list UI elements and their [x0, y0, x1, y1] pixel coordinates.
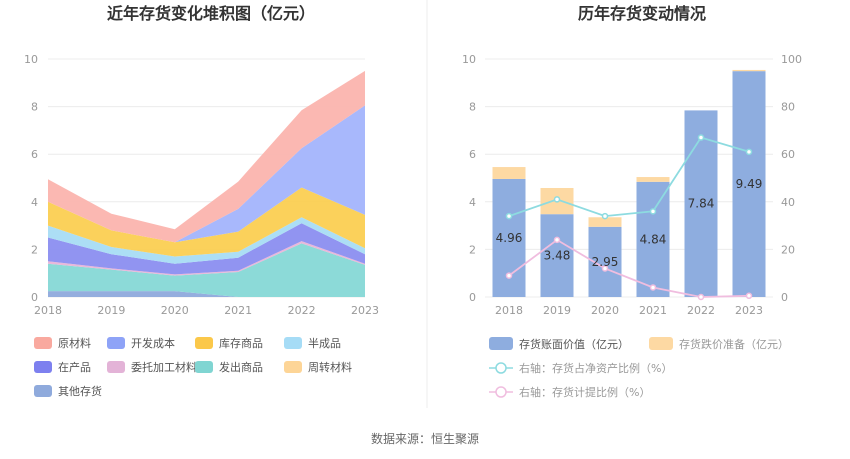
- right-y2-tick-label: 40: [781, 196, 795, 209]
- right-y-tick-label: 6: [469, 148, 476, 161]
- bar-impairment: [588, 217, 622, 227]
- legend-swatch: [649, 337, 673, 350]
- legend-swatch: [107, 361, 125, 373]
- line-point: [505, 212, 513, 220]
- right-y2-tick-label: 20: [781, 243, 795, 256]
- left-y-tick-label: 0: [31, 291, 38, 304]
- left-y-tick-label: 10: [24, 53, 38, 66]
- area-series-1: [48, 243, 365, 297]
- bar-value-label: 4.84: [640, 232, 667, 246]
- right-x-tick-label: 2019: [543, 304, 571, 317]
- legend-swatch: [34, 385, 52, 397]
- left-y-tick-label: 6: [31, 148, 38, 161]
- line-point: [505, 272, 513, 279]
- bar-value-label: 7.84: [688, 197, 715, 211]
- area-series-0: [48, 291, 365, 297]
- legend-marker: [495, 386, 507, 398]
- bar-value-label: 9.49: [736, 177, 763, 191]
- line-series-0: [508, 136, 750, 218]
- legend-label: 其他存货: [58, 384, 102, 398]
- right-y2-tick-label: 80: [781, 101, 795, 114]
- data-source: 数据来源：恒生聚源: [371, 431, 479, 446]
- right-x-tick-label: 2020: [591, 304, 619, 317]
- left-x-tick-label: 2023: [351, 304, 379, 317]
- legend-label: 库存商品: [219, 336, 263, 350]
- right-chart-title: 历年存货变动情况: [578, 4, 706, 23]
- right-y-tick-label: 8: [469, 101, 476, 114]
- line-point: [649, 208, 657, 215]
- line-point: [697, 293, 705, 301]
- line-point: [649, 284, 657, 291]
- left-x-tick-label: 2018: [34, 304, 62, 317]
- legend-swatch: [489, 337, 513, 350]
- legend-label: 开发成本: [131, 336, 175, 350]
- legend-swatch: [284, 337, 302, 349]
- bar-book-value: [636, 181, 670, 297]
- legend-label: 在产品: [58, 360, 91, 374]
- legend-swatch: [34, 361, 52, 373]
- right-y2-tick-label: 60: [781, 148, 795, 161]
- legend-label: 存货跌价准备（亿元）: [679, 337, 789, 351]
- area-series-8: [48, 70, 365, 243]
- right-y-tick-label: 10: [462, 53, 476, 66]
- line-point: [745, 292, 753, 300]
- area-series-3: [48, 223, 365, 275]
- line-point: [745, 148, 753, 156]
- legend-label: 半成品: [308, 336, 341, 350]
- bar-impairment: [732, 69, 766, 72]
- left-x-tick-label: 2021: [224, 304, 252, 317]
- right-y2-tick-label: 0: [781, 291, 788, 304]
- left-y-tick-label: 2: [31, 243, 38, 256]
- bar-book-value: [540, 214, 574, 297]
- bar-impairment: [636, 177, 670, 182]
- left-x-tick-label: 2022: [288, 304, 316, 317]
- line-point: [697, 134, 705, 141]
- legend-swatch: [284, 361, 302, 373]
- right-x-tick-label: 2022: [687, 304, 715, 317]
- left-x-tick-label: 2020: [161, 304, 189, 317]
- bar-value-label: 2.95: [592, 255, 619, 269]
- legend-swatch: [34, 337, 52, 349]
- left-chart: 0 2 4 6 8 10 2018 2019 2020 2021 2022 2023 原材料 开发成本 库存…: [24, 53, 379, 398]
- area-series-4: [48, 217, 365, 264]
- bar-value-label: 3.48: [544, 249, 571, 263]
- area-series-2: [48, 241, 365, 276]
- line-point: [601, 265, 609, 272]
- line-point: [553, 196, 561, 203]
- left-y-tick-label: 8: [31, 101, 38, 114]
- bar-impairment: [492, 167, 526, 179]
- right-x-tick-label: 2021: [639, 304, 667, 317]
- legend-label: 存货账面价值（亿元）: [519, 337, 629, 351]
- bar-value-label: 4.96: [496, 231, 523, 245]
- legend-label: 原材料: [58, 336, 91, 350]
- legend-marker: [495, 362, 507, 374]
- legend-label: 发出商品: [219, 360, 263, 374]
- left-chart-title: 近年存货变化堆积图（亿元）: [107, 4, 315, 23]
- right-x-tick-label: 2018: [495, 304, 523, 317]
- line-series-1: [508, 238, 750, 298]
- left-y-tick-label: 4: [31, 196, 38, 209]
- right-y-tick-label: 4: [469, 196, 476, 209]
- right-y2-tick-label: 100: [781, 53, 802, 66]
- legend-label: 右轴：存货计提比例（%）: [519, 385, 650, 399]
- legend-swatch: [107, 337, 125, 349]
- line-point: [601, 212, 609, 220]
- right-x-tick-label: 2023: [735, 304, 763, 317]
- legend-swatch: [195, 361, 213, 373]
- area-series-5: [48, 187, 365, 257]
- area-series-6: [48, 105, 365, 243]
- legend-label: 右轴：存货占净资产比例（%）: [519, 361, 672, 375]
- right-y-tick-label: 2: [469, 243, 476, 256]
- legend-label: 委托加工材料: [131, 360, 197, 374]
- right-y-tick-label: 0: [469, 291, 476, 304]
- left-x-tick-label: 2019: [97, 304, 125, 317]
- line-point: [553, 236, 561, 244]
- legend-label: 周转材料: [308, 360, 352, 374]
- legend-swatch: [195, 337, 213, 349]
- bar-book-value: [732, 71, 766, 297]
